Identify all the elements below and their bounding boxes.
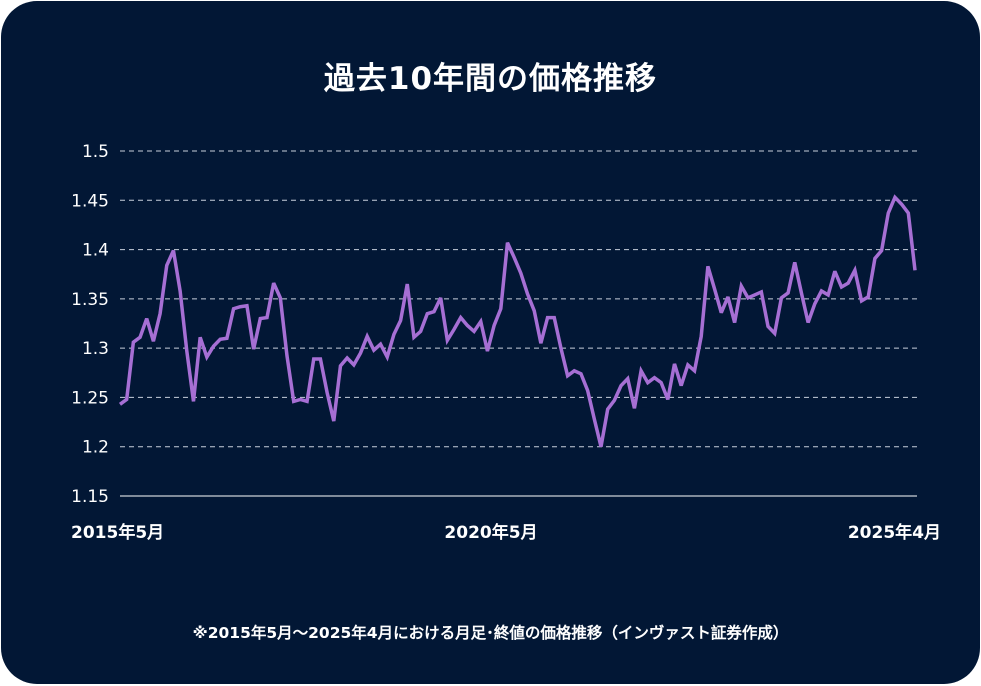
y-tick-label: 1.2 (82, 438, 109, 458)
footnote: ※2015年5月～2025年4月における月足･終値の価格推移（インヴァスト証券作… (1, 621, 980, 643)
y-tick-label: 1.5 (82, 142, 109, 162)
y-tick-label: 1.25 (71, 388, 109, 408)
x-tick-label: 2025年4月 (848, 522, 941, 543)
x-tick-label: 2020年5月 (444, 522, 537, 543)
y-tick-label: 1.4 (82, 241, 109, 261)
price-line (120, 197, 915, 446)
x-tick-label: 2015年5月 (71, 522, 164, 543)
y-tick-label: 1.45 (71, 191, 109, 211)
y-tick-label: 1.15 (71, 487, 109, 507)
y-tick-label: 1.35 (71, 290, 109, 310)
y-tick-label: 1.3 (82, 339, 109, 359)
